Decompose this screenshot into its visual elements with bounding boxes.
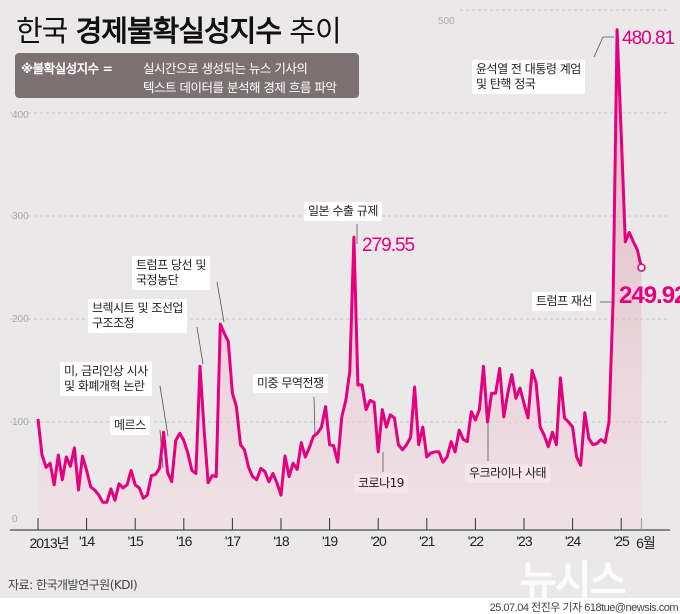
x-tick-label: '24 <box>564 533 581 549</box>
annotation-covid: 코로나19 <box>354 474 408 493</box>
x-tick-label: '19 <box>321 533 338 549</box>
source-note: 자료: 한국개발연구원(KDI) <box>8 578 138 592</box>
leader-line-martial-law <box>593 36 614 58</box>
x-tick-label: '20 <box>370 533 387 549</box>
series-line <box>36 28 643 504</box>
y-tick-100: 100 <box>12 417 29 428</box>
annotation-line: 및 화폐개혁 논란 <box>64 379 145 393</box>
x-tick-label: '21 <box>419 533 435 549</box>
annotation-brexit: 브렉시트 및 조선업 구조조정 <box>88 299 187 333</box>
x-tick-label: '23 <box>516 533 532 549</box>
value-label-279: 279.55 <box>362 235 415 256</box>
y-tick-0: 0 <box>12 514 18 525</box>
leader-line-trump-2016 <box>216 281 225 323</box>
value-label-480: 480.81 <box>622 28 675 49</box>
annotation-ukraine: 우크라이나 사태 <box>465 464 551 483</box>
x-tick-label: '17 <box>224 533 241 549</box>
x-tick-label: '15 <box>127 533 144 549</box>
title-main: 경제불확실성지수 <box>75 14 282 48</box>
definition-key: ※불확실성지수 = <box>21 61 113 76</box>
footer-strip <box>0 598 680 614</box>
leader-line-fed <box>159 385 169 437</box>
x-tick-label: '25 <box>613 533 630 549</box>
annotation-trump-2016: 트럼프 당선 및 국정농단 <box>132 256 210 290</box>
leader-line-brexit <box>196 326 204 365</box>
definition-line-1: 실시간으로 생성되는 뉴스 기사의 <box>143 61 308 76</box>
annotation-mers: 메르스 <box>110 416 150 435</box>
annotation-martial-law: 윤석열 전 대통령 계엄 및 탄핵 정국 <box>472 60 585 94</box>
x-tick-label: '22 <box>467 533 484 549</box>
x-tick-label: 6월 <box>636 535 656 551</box>
definition-box: ※불확실성지수 = 실시간으로 생성되는 뉴스 기사의 텍스트 데이터를 분석해… <box>15 53 359 98</box>
title-suffix: 추이 <box>289 14 341 48</box>
page-title: 한국 경제불확실성지수 추이 <box>16 8 342 50</box>
value-label-249: 249.92 <box>619 282 680 309</box>
y-tick-200: 200 <box>12 314 29 325</box>
annotation-line: 구조조정 <box>92 316 135 330</box>
y-tick-300: 300 <box>12 211 29 222</box>
x-tick-label: '18 <box>273 533 289 549</box>
annotation-line: 국정농단 <box>136 273 179 287</box>
annotation-line: 브렉시트 및 조선업 <box>92 301 183 315</box>
x-tick-label: '14 <box>78 533 95 549</box>
annotation-japan-export: 일본 수출 규제 <box>304 202 382 221</box>
last-point-marker <box>637 263 646 272</box>
annotation-line: 윤석열 전 대통령 계엄 <box>476 62 581 76</box>
annotation-fed-rate: 미, 금리인상 시사 및 화폐개혁 논란 <box>60 362 152 396</box>
newsis-watermark: 뉴시스 <box>520 558 626 604</box>
leader-line-trade-war <box>313 396 316 437</box>
x-tick-label: '16 <box>176 533 192 549</box>
definition-line-2: 텍스트 데이터를 분석해 경제 흐름 파악 <box>143 80 337 95</box>
title-prefix: 한국 <box>16 14 68 48</box>
credit-line: 25.07.04 전진우 기자 618tue@newsis.com <box>489 602 679 614</box>
annotation-line: 트럼프 당선 및 <box>136 258 206 272</box>
x-tick-label: 2013년 <box>29 535 69 551</box>
y-tick-500: 500 <box>438 16 455 27</box>
annotation-line: 미, 금리인상 시사 <box>64 364 148 378</box>
annotation-trade-war: 미중 무역전쟁 <box>253 374 328 393</box>
annotation-trump-2024: 트럼프 재선 <box>532 292 597 311</box>
y-tick-400: 400 <box>12 110 29 121</box>
annotation-line: 및 탄핵 정국 <box>476 77 536 91</box>
